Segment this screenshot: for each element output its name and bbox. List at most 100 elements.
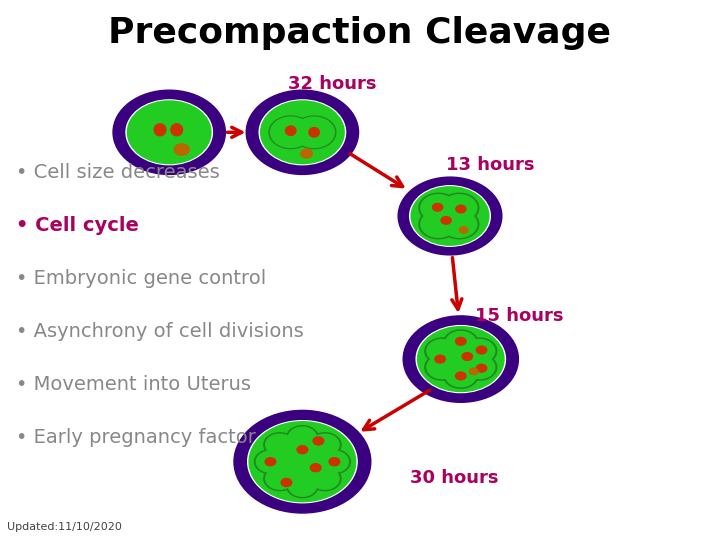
Circle shape xyxy=(477,346,487,354)
Circle shape xyxy=(297,441,324,462)
Circle shape xyxy=(425,338,459,364)
Circle shape xyxy=(427,340,457,362)
Circle shape xyxy=(411,187,489,245)
Circle shape xyxy=(282,442,307,461)
Circle shape xyxy=(477,364,487,372)
Circle shape xyxy=(297,446,307,454)
Circle shape xyxy=(416,326,505,393)
Circle shape xyxy=(469,368,478,375)
Circle shape xyxy=(254,450,287,474)
Circle shape xyxy=(446,332,476,354)
Circle shape xyxy=(256,451,284,472)
Text: • Movement into Uterus: • Movement into Uterus xyxy=(16,375,251,394)
Circle shape xyxy=(410,186,490,246)
Circle shape xyxy=(311,468,339,489)
Text: • Cell cycle: • Cell cycle xyxy=(16,216,139,235)
Circle shape xyxy=(294,456,310,468)
Circle shape xyxy=(281,441,308,462)
Circle shape xyxy=(261,101,344,164)
Circle shape xyxy=(456,338,466,345)
Circle shape xyxy=(438,348,468,370)
Circle shape xyxy=(419,210,458,239)
Circle shape xyxy=(309,433,341,457)
Circle shape xyxy=(282,463,307,481)
Circle shape xyxy=(459,227,468,233)
Circle shape xyxy=(273,451,300,472)
Text: 30 hours: 30 hours xyxy=(410,469,499,487)
Circle shape xyxy=(288,475,317,496)
Circle shape xyxy=(127,101,211,164)
Circle shape xyxy=(309,467,341,491)
Circle shape xyxy=(419,193,458,222)
Text: • Asynchrony of cell divisions: • Asynchrony of cell divisions xyxy=(16,322,304,341)
Circle shape xyxy=(266,468,294,489)
Circle shape xyxy=(446,364,476,387)
Circle shape xyxy=(311,434,339,455)
Circle shape xyxy=(113,90,225,174)
Circle shape xyxy=(455,349,482,369)
Circle shape xyxy=(234,410,371,513)
Circle shape xyxy=(259,100,346,165)
Circle shape xyxy=(444,330,478,356)
Ellipse shape xyxy=(171,124,183,136)
Circle shape xyxy=(420,195,456,221)
Ellipse shape xyxy=(309,127,319,137)
Circle shape xyxy=(435,355,445,363)
Circle shape xyxy=(305,451,332,472)
Circle shape xyxy=(440,193,479,222)
Circle shape xyxy=(264,467,296,491)
Circle shape xyxy=(264,433,296,457)
Text: 32 hours: 32 hours xyxy=(288,75,377,93)
Text: • Embryonic gene control: • Embryonic gene control xyxy=(16,269,266,288)
Circle shape xyxy=(320,451,348,472)
Circle shape xyxy=(442,195,477,221)
Circle shape xyxy=(329,458,340,465)
Circle shape xyxy=(297,462,324,482)
Circle shape xyxy=(420,211,456,237)
Text: • Early pregnancy factor: • Early pregnancy factor xyxy=(16,428,256,447)
Circle shape xyxy=(292,454,313,470)
Circle shape xyxy=(292,116,336,148)
Circle shape xyxy=(462,354,497,380)
Circle shape xyxy=(456,205,466,213)
Circle shape xyxy=(310,464,321,472)
Circle shape xyxy=(298,463,323,481)
Circle shape xyxy=(274,453,299,471)
Circle shape xyxy=(298,442,323,461)
Circle shape xyxy=(288,427,317,448)
Circle shape xyxy=(287,474,318,498)
Circle shape xyxy=(441,217,451,224)
Circle shape xyxy=(249,422,356,502)
Circle shape xyxy=(456,372,466,380)
Circle shape xyxy=(464,340,495,362)
Circle shape xyxy=(444,362,478,388)
Circle shape xyxy=(281,478,292,487)
Circle shape xyxy=(301,149,312,158)
Circle shape xyxy=(265,458,276,465)
Circle shape xyxy=(403,316,518,402)
Circle shape xyxy=(281,462,308,482)
Circle shape xyxy=(440,210,479,239)
Circle shape xyxy=(174,144,189,155)
Circle shape xyxy=(269,116,312,148)
Circle shape xyxy=(313,437,324,445)
Circle shape xyxy=(454,348,484,370)
Circle shape xyxy=(442,211,477,237)
Circle shape xyxy=(287,426,318,450)
Circle shape xyxy=(425,354,459,380)
Text: 15 hours: 15 hours xyxy=(475,307,564,325)
Ellipse shape xyxy=(286,126,296,136)
Text: • Cell size decreases: • Cell size decreases xyxy=(16,163,220,183)
Circle shape xyxy=(462,338,497,364)
Circle shape xyxy=(398,177,502,255)
Circle shape xyxy=(271,117,311,147)
Circle shape xyxy=(294,117,334,147)
Circle shape xyxy=(246,90,359,174)
Circle shape xyxy=(464,356,495,379)
Circle shape xyxy=(266,434,294,455)
Circle shape xyxy=(306,453,330,471)
Circle shape xyxy=(318,450,351,474)
Circle shape xyxy=(427,356,457,379)
Circle shape xyxy=(433,204,443,211)
Text: Updated:11/10/2020: Updated:11/10/2020 xyxy=(7,522,122,532)
